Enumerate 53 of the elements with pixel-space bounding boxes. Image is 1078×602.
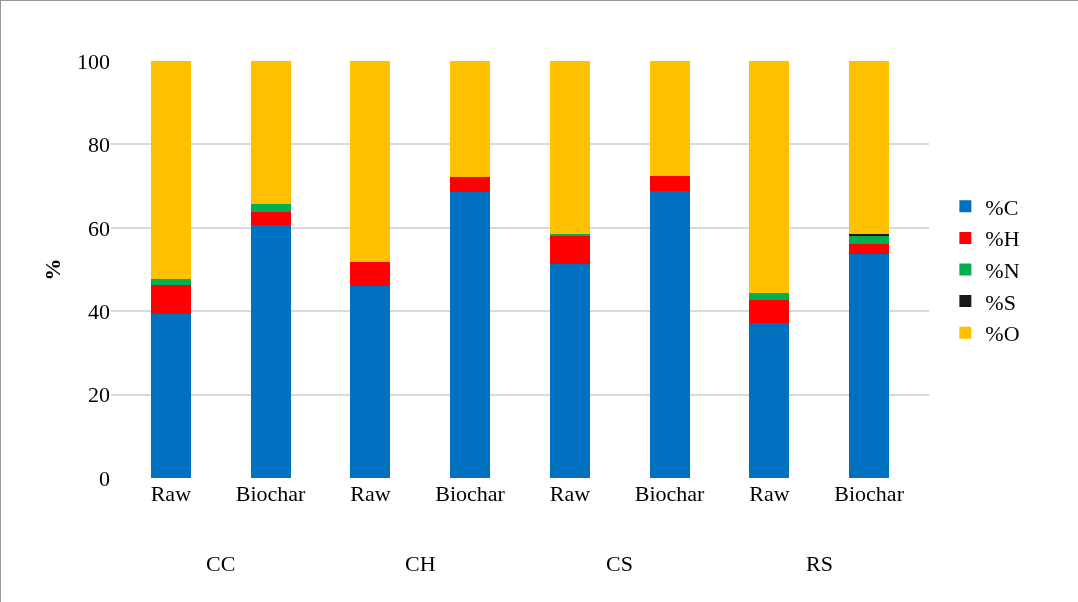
bar: [150, 313, 191, 478]
text: RS: [806, 551, 833, 576]
bar: [150, 279, 191, 286]
bar: [749, 322, 790, 478]
bar: [450, 191, 491, 478]
bar: [250, 203, 291, 212]
bar: [849, 244, 890, 254]
x-tick-label: Biochar: [634, 481, 706, 506]
bar: [350, 286, 391, 478]
bar: [350, 61, 391, 262]
bar: [450, 61, 491, 178]
bar: [849, 253, 890, 478]
bar: [150, 61, 191, 280]
bar: [150, 285, 191, 314]
bar: [649, 61, 690, 176]
bar: [849, 61, 890, 235]
x-tick-label: Biochar: [834, 481, 905, 506]
x-tick-label: Biochar: [435, 481, 506, 506]
bar: [549, 61, 590, 234]
bar: [350, 261, 391, 287]
y-tick-label: 40: [88, 298, 110, 324]
bar: [749, 293, 790, 300]
x-tick-label: Biochar: [235, 481, 307, 506]
y-tick-label: 60: [88, 215, 110, 241]
legend-label: %S: [985, 289, 1016, 315]
bar: [450, 177, 491, 192]
y-axis-title: %: [39, 258, 65, 281]
bar: [649, 190, 690, 478]
y-tick-label: 100: [77, 48, 110, 74]
text: CC: [206, 551, 236, 576]
bar: [549, 264, 590, 478]
bar: [849, 235, 890, 245]
text: CH: [405, 551, 436, 576]
y-tick-label: 0: [99, 465, 110, 491]
bar: [549, 233, 590, 236]
bar: [549, 235, 590, 265]
x-tick-label: Raw: [350, 481, 391, 506]
bar: [749, 299, 790, 323]
legend-label: %O: [985, 321, 1020, 347]
y-tick-label: 80: [88, 132, 110, 158]
x-tick-label: Raw: [549, 481, 591, 506]
bar: [250, 211, 291, 226]
legend-label: %C: [985, 194, 1019, 220]
legend-label: %N: [985, 258, 1020, 284]
bar: [749, 61, 790, 294]
bar: [250, 61, 291, 204]
x-tick-label: Raw: [150, 481, 192, 506]
x-tick-label: Raw: [749, 481, 790, 506]
y-tick-label: 20: [88, 382, 110, 408]
bar: [250, 225, 291, 478]
legend-label: %H: [985, 226, 1020, 252]
bar: [649, 175, 690, 191]
text: CS: [606, 551, 633, 576]
